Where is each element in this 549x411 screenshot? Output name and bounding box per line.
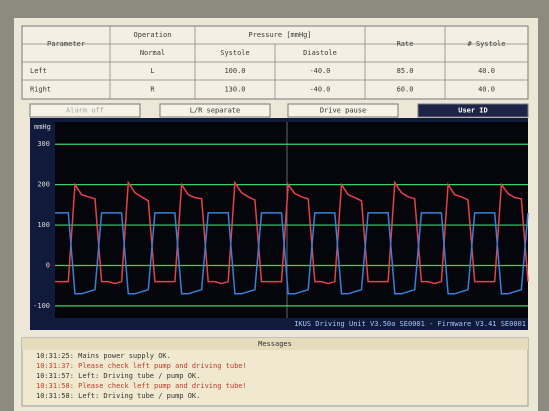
table-cell: -40.0: [309, 67, 330, 75]
table-header: Pressure [mmHg]: [248, 31, 311, 39]
table-cell: 100.0: [224, 67, 245, 75]
table-header: Parameter: [47, 40, 85, 48]
screen: Parameter Operation Pressure [mmHg] Rate # S…: [0, 0, 549, 411]
table-header: Operation: [134, 31, 172, 39]
table-cell: Left: [30, 67, 47, 75]
table-header: # Systole: [468, 40, 506, 48]
table-cell: 130.0: [224, 86, 245, 94]
message: 10:31:25: Mains power supply OK.: [36, 352, 171, 360]
button-label[interactable]: Drive pause: [320, 107, 366, 115]
button-label[interactable]: User ID: [458, 107, 488, 115]
table-subheader: Systole: [220, 49, 250, 57]
table-subheader: Normal: [140, 49, 165, 57]
y-axis-label: mmHg: [34, 123, 51, 131]
table-cell: -40.0: [309, 86, 330, 94]
table-cell: 40.0: [478, 67, 495, 75]
table-cell: L: [150, 67, 154, 75]
table-cell: 60.0: [397, 86, 414, 94]
button-label[interactable]: Alarm off: [66, 107, 104, 115]
y-tick-label: -100: [33, 302, 50, 310]
button-label[interactable]: L/R separate: [190, 107, 241, 115]
table-cell: 85.0: [397, 67, 414, 75]
messages-title: Messages: [258, 340, 292, 348]
table-header: Rate: [397, 40, 414, 48]
table-subheader: Diastole: [303, 49, 337, 57]
table-cell: 40.0: [478, 86, 495, 94]
y-tick-label: 200: [37, 181, 50, 189]
y-tick-label: 0: [46, 261, 50, 269]
y-tick-label: 300: [37, 140, 50, 148]
message: 10:31:57: Left: Driving tube / pump OK.: [36, 372, 200, 380]
table-cell: Right: [30, 86, 51, 94]
message: 10:31:58: Left: Driving tube / pump OK.: [36, 392, 200, 400]
message: 10:31:37: Please check left pump and dri…: [36, 362, 247, 370]
message: 10:31:58: Please check left pump and dri…: [36, 382, 247, 390]
status-text: IKUS Driving Unit V3.50a SE0001 - Firmwa…: [294, 320, 526, 328]
y-tick-label: 100: [37, 221, 50, 229]
